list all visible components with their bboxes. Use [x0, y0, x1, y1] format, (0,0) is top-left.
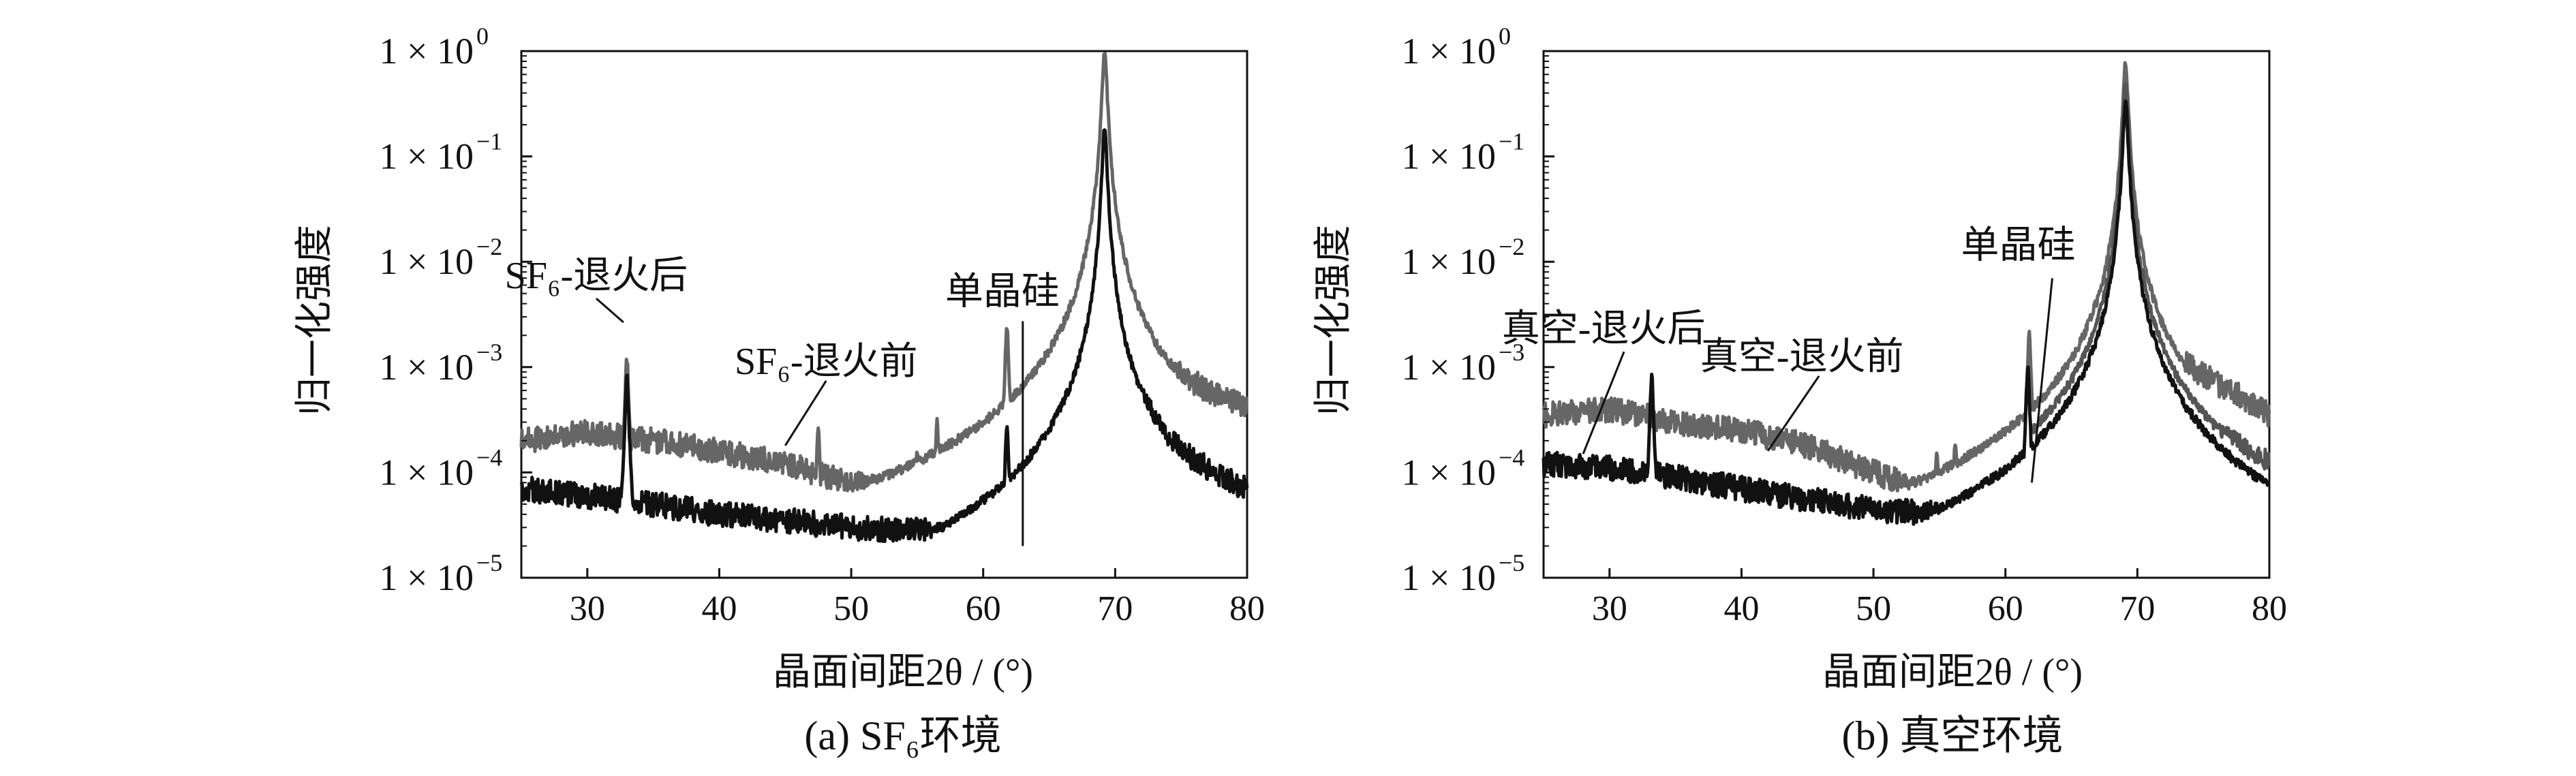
series-line-after — [1542, 99, 2271, 526]
x-tick-label: 40 — [701, 589, 737, 628]
annotation-label: 单晶硅 — [945, 270, 1060, 313]
series-before — [1542, 61, 2271, 493]
plot-frame — [1542, 50, 2271, 579]
y-tick-exponent: −4 — [1499, 444, 1524, 471]
y-tick-label: 1 × 10 — [1402, 347, 1496, 388]
y-tick-exponent: −1 — [476, 128, 502, 155]
y-tick-exponent: −2 — [1499, 233, 1524, 260]
annotation-label: SF₆-退火前 — [735, 341, 917, 383]
x-tick-label: 80 — [2252, 589, 2287, 628]
chart-caption: (b) 真空环境 — [1842, 713, 2064, 758]
y-tick-exponent: 0 — [1499, 22, 1511, 50]
x-tick-label: 40 — [1723, 589, 1759, 628]
annotation-label: 单晶硅 — [1961, 224, 2075, 266]
series-line-before — [1542, 61, 2271, 493]
x-tick-label: 80 — [1229, 589, 1265, 628]
series-after — [1542, 99, 2271, 526]
y-tick-exponent: −5 — [476, 549, 502, 576]
annotation-leader — [595, 297, 624, 324]
y-tick-label: 1 × 10 — [380, 241, 474, 282]
x-tick-label: 60 — [966, 589, 1001, 628]
x-tick-label: 60 — [1988, 589, 2023, 628]
y-tick-exponent: −1 — [1499, 128, 1524, 155]
x-axis-title: 晶面间距2θ / (°) — [1822, 651, 2083, 694]
series-after — [519, 128, 1249, 543]
y-tick-exponent: −5 — [1499, 549, 1524, 576]
chart-panel-b: 归一化强度 晶面间距2θ / (°) (b) 真空环境 30 40 50 60 70 80… — [1313, 22, 2287, 758]
x-tick-label: 70 — [1097, 589, 1133, 628]
y-tick-label: 1 × 10 — [1402, 31, 1496, 72]
annotation-label: SF₆-退火后 — [505, 255, 688, 297]
x-tick-label: 30 — [570, 589, 605, 628]
annotation-leader — [1766, 375, 1820, 452]
y-tick-label: 1 × 10 — [380, 347, 474, 388]
chart-caption: (a) SF₆环境 — [804, 713, 1001, 758]
y-tick-label: 1 × 10 — [380, 557, 474, 598]
y-tick-label: 1 × 10 — [380, 31, 474, 72]
series-line-mid — [2030, 82, 2271, 471]
y-tick-exponent: 0 — [476, 22, 489, 50]
annotation-leader — [1582, 351, 1625, 454]
y-tick-label: 1 × 10 — [380, 136, 474, 177]
y-axis-title: 归一化强度 — [1313, 225, 1355, 416]
annotation-leader — [784, 380, 827, 446]
x-tick-label: 70 — [2119, 589, 2155, 628]
series-line-after — [519, 128, 1249, 543]
y-tick-label: 1 × 10 — [1402, 136, 1496, 177]
y-tick-exponent: −4 — [476, 444, 502, 471]
series-line-before — [519, 52, 1249, 493]
annotation-label: 真空-退火后 — [1502, 308, 1706, 350]
series-mid — [2030, 82, 2271, 471]
y-tick-exponent: −3 — [476, 339, 502, 366]
y-tick-exponent: −3 — [1499, 339, 1524, 366]
annotation-leader — [2030, 278, 2053, 483]
chart-panel-a: 归一化强度 晶面间距2θ / (°) (a) SF₆环境 30 40 50 60 70 8… — [294, 22, 1265, 758]
y-tick-exponent: −2 — [476, 233, 502, 260]
x-axis-title: 晶面间距2θ / (°) — [773, 651, 1033, 694]
x-tick-label: 50 — [1856, 589, 1891, 628]
series-before — [519, 52, 1249, 493]
y-tick-label: 1 × 10 — [1402, 241, 1496, 282]
y-tick-label: 1 × 10 — [1402, 557, 1496, 598]
y-tick-label: 1 × 10 — [1402, 452, 1496, 493]
y-axis-title: 归一化强度 — [294, 225, 336, 416]
x-tick-label: 50 — [833, 589, 869, 628]
plot-frame — [520, 50, 1248, 579]
x-tick-label: 30 — [1592, 589, 1627, 628]
annotation-label: 真空-退火前 — [1700, 336, 1904, 378]
y-tick-label: 1 × 10 — [380, 452, 474, 493]
